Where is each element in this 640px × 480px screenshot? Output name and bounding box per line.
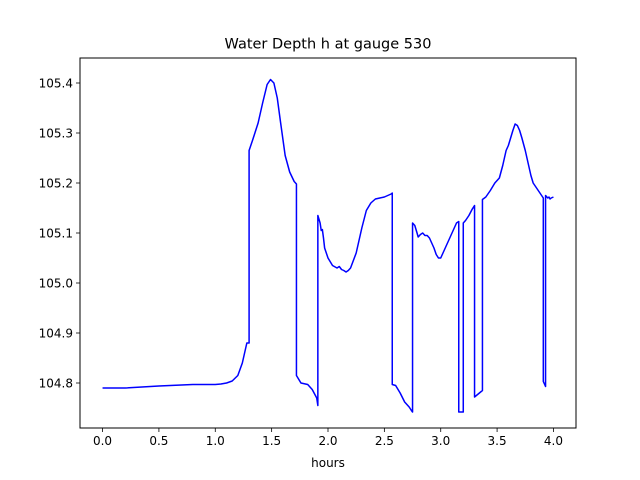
x-tick-label: 2.0 [318, 434, 337, 448]
y-tick-label: 105.4 [39, 77, 73, 91]
x-tick-label: 0.5 [149, 434, 168, 448]
x-axis: 0.0 0.5 1.0 1.5 2.0 2.5 3.0 3.5 4.0 [93, 428, 563, 448]
chart-title: Water Depth h at gauge 530 [225, 37, 432, 53]
y-tick-label: 105.2 [39, 177, 73, 191]
y-tick-label: 105.0 [39, 277, 73, 291]
y-tick-label: 105.1 [39, 227, 73, 241]
plot-area [102, 78, 554, 413]
x-tick-label: 3.5 [488, 434, 507, 448]
x-tick-label: 3.0 [431, 434, 450, 448]
x-tick-label: 1.5 [262, 434, 281, 448]
y-tick-label: 104.8 [39, 377, 73, 391]
y-axis: 104.8 104.9 105.0 105.1 105.2 105.3 105.4 [39, 77, 80, 391]
y-tick-label: 105.3 [39, 127, 73, 141]
y-tick-label: 104.9 [39, 327, 73, 341]
x-tick-label: 4.0 [544, 434, 563, 448]
x-tick-label: 2.5 [375, 434, 394, 448]
series-line-0 [102, 78, 554, 413]
x-tick-label: 1.0 [206, 434, 225, 448]
x-tick-label: 0.0 [93, 434, 112, 448]
x-axis-label: hours [311, 456, 345, 470]
